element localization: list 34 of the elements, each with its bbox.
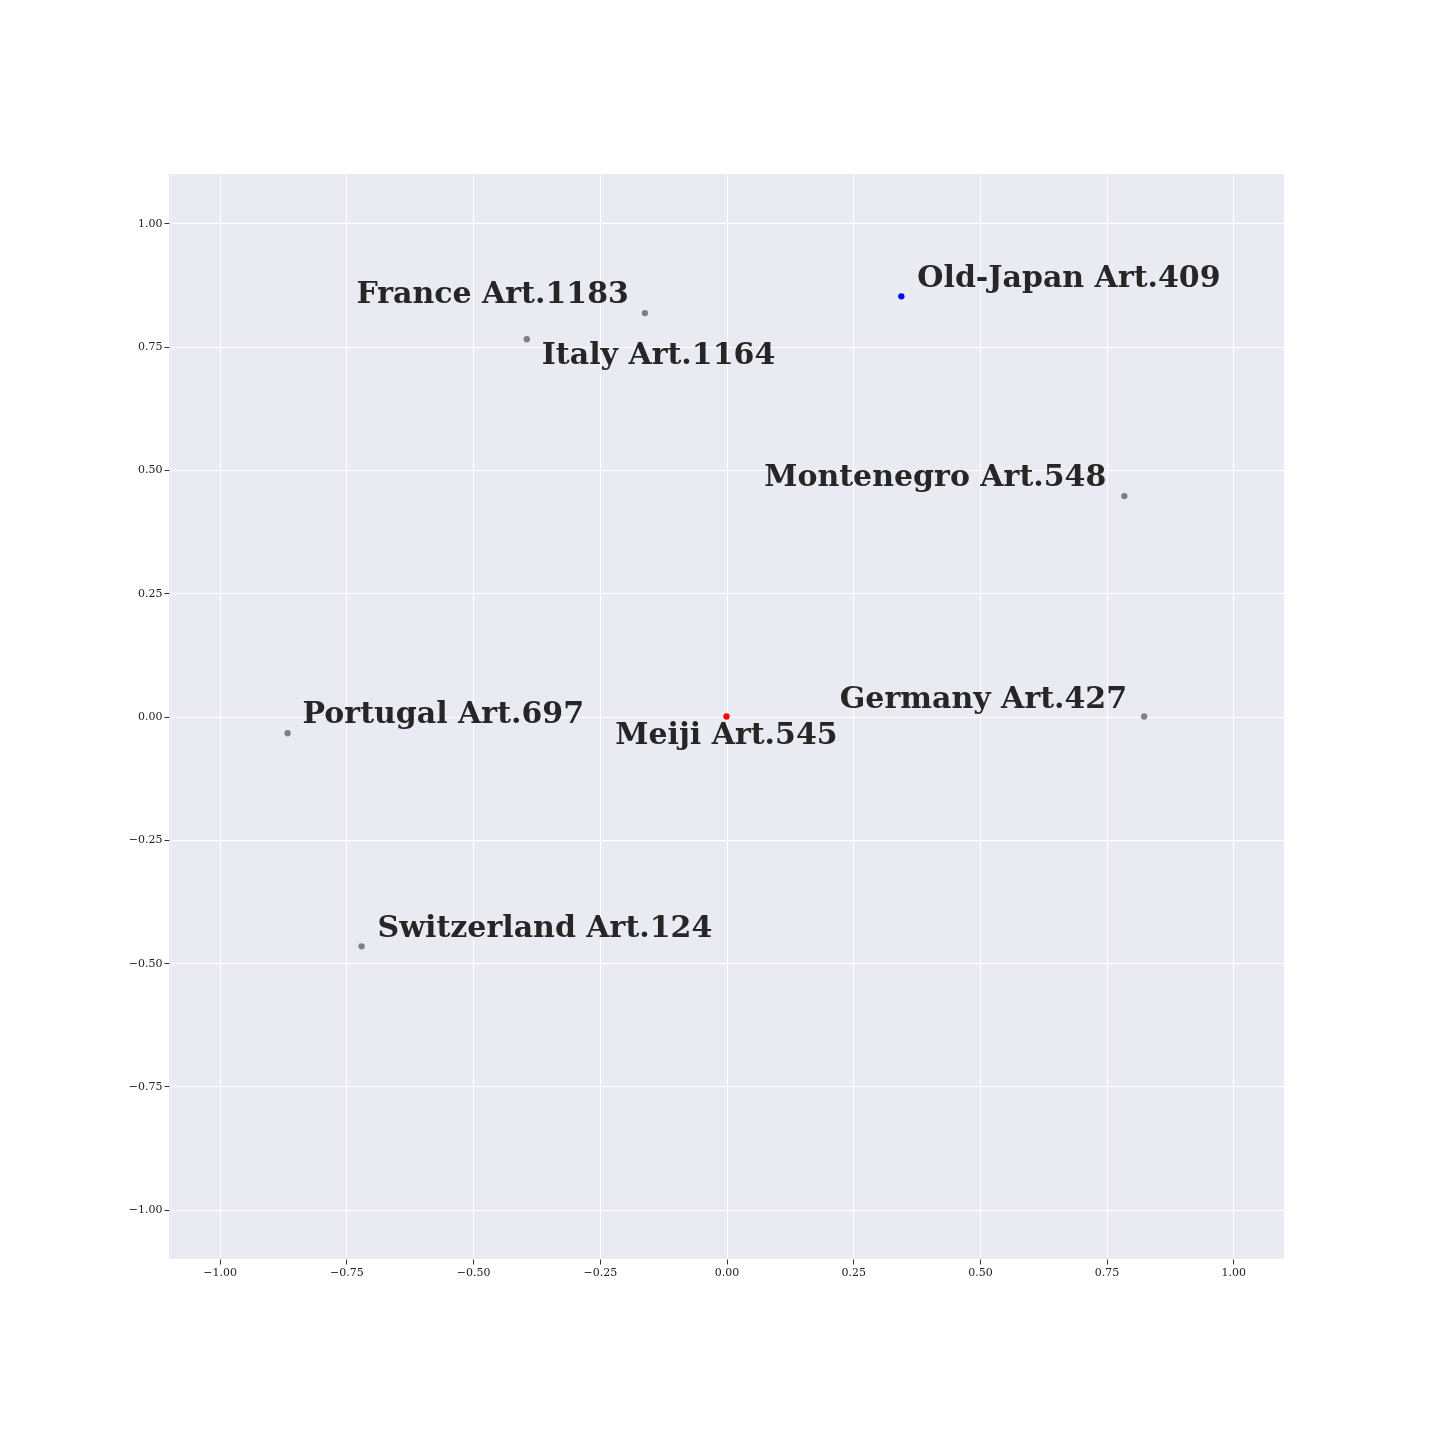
y-tick-label: −1.00: [128, 1203, 163, 1217]
annotation: Germany Art.427: [839, 679, 1128, 715]
annotation: Montenegro Art.548: [764, 458, 1107, 494]
y-tick-label: −0.50: [128, 956, 163, 970]
x-tick-label: 1.00: [1221, 1265, 1247, 1279]
annotation: Portugal Art.697: [302, 695, 585, 731]
annotation: Old-Japan Art.409: [917, 259, 1221, 295]
annotation: France Art.1183: [356, 275, 629, 311]
annotation: Italy Art.1164: [541, 336, 776, 372]
x-tick-label: 0.00: [714, 1265, 740, 1279]
point: [284, 730, 291, 737]
y-tick-label: 0.25: [138, 586, 163, 600]
y-tick-label: 1.00: [138, 216, 163, 230]
x-tick-label: −1.00: [203, 1265, 238, 1279]
y-tick-label: 0.00: [138, 710, 163, 723]
annotation: Switzerland Art.124: [377, 909, 713, 945]
x-tick-label: −0.50: [456, 1265, 491, 1279]
point: [898, 293, 905, 300]
annotation: Meiji Art.545: [615, 715, 838, 751]
y-tick-label: 0.50: [138, 463, 163, 477]
x-tick-label: 0.50: [968, 1265, 993, 1279]
x-tick-label: 0.75: [1094, 1265, 1120, 1279]
x-tick-label: 0.25: [841, 1265, 866, 1279]
y-tick-label: −0.25: [128, 833, 163, 847]
point: [523, 336, 530, 343]
x-tick-label: −0.25: [583, 1265, 618, 1279]
point: [641, 309, 649, 317]
point: [723, 713, 730, 720]
point: [1140, 713, 1148, 720]
point: [358, 943, 365, 950]
x-tick-label: −0.75: [330, 1265, 364, 1279]
y-tick-label: 0.75: [138, 340, 163, 354]
point: [1121, 492, 1128, 500]
y-tick-label: −0.75: [128, 1079, 163, 1093]
